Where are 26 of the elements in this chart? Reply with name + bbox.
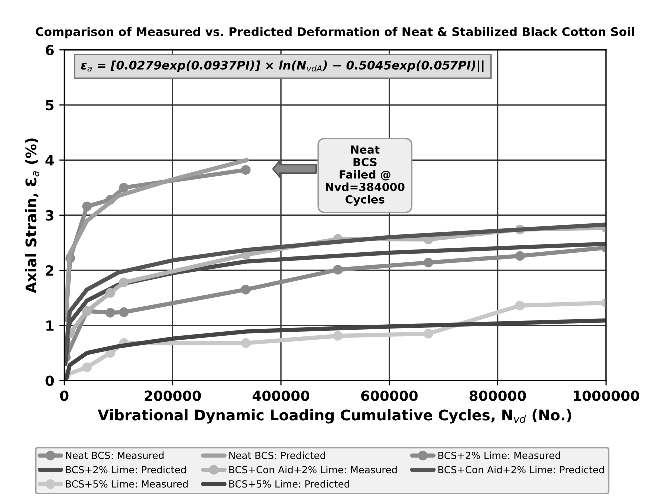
annotation: ε$_{a}$ = [0.0279exp(0.0937PI)] × ln(N$_{vdA}$) − 0.5045exp(0.057PI)|| [81, 60, 484, 72]
legend-label: BCS+5% Lime: Predicted [230, 480, 350, 488]
x-tick-label: 400000 [252, 390, 310, 402]
annotation: Neat BCS Failed @ Nvd=384000 Cycles [326, 146, 405, 206]
y-tick-label: 4 [46, 155, 54, 166]
y-tick-label: 5 [46, 100, 54, 111]
x-tick-label: 1000000 [574, 390, 640, 402]
legend-label: BCS+2% Lime: Predicted [66, 466, 186, 474]
legend-label: BCS+Con Aid+2% Lime: Predicted [438, 466, 604, 474]
y-axis-title: Axial Strain, Ɛ$_{a}$ (%) [25, 138, 40, 294]
chart-title: Comparison of Measured vs. Predicted Deformation of Neat & Stabilized Black Cotton Soil [36, 27, 634, 39]
y-tick-label: 0 [46, 376, 54, 386]
y-tick-label: 6 [46, 45, 54, 56]
legend-label: Neat BCS: Measured [66, 452, 164, 460]
x-axis-title: Vibrational Dynamic Loading Cumulative Cycles, N$_{vd}$ (No.) [98, 409, 572, 424]
legend-label: BCS+2% Lime: Measured [438, 452, 560, 460]
legend-label: BCS+Con Aid+2% Lime: Measured [230, 466, 397, 474]
x-tick-label: 200000 [144, 390, 202, 402]
y-tick-label: 1 [46, 320, 54, 331]
x-tick-label: 600000 [361, 390, 418, 402]
x-tick-label: 0 [60, 390, 69, 402]
x-tick-label: 800000 [470, 390, 526, 402]
legend-label: Neat BCS: Predicted [230, 452, 326, 460]
y-tick-label: 2 [46, 266, 54, 276]
y-tick-label: 3 [46, 210, 54, 221]
legend-label: BCS+5% Lime: Measured [66, 480, 188, 488]
